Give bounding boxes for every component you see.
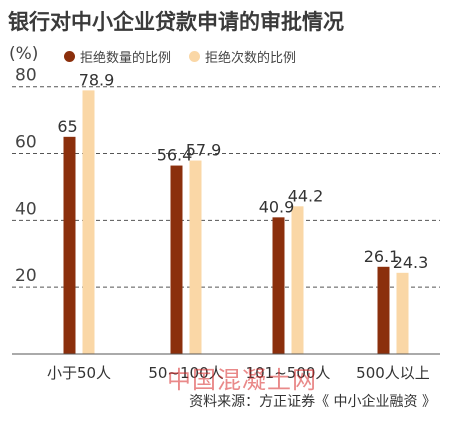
bar-series-2-4 — [396, 272, 409, 354]
data-label-series-2-3: 44.2 — [288, 186, 324, 205]
bar-series-1-2 — [170, 165, 183, 354]
data-labels: 65 78.9 56.457.9 40.944.2 26.124.3 — [57, 70, 428, 271]
bar-series-2-1 — [82, 90, 95, 355]
y-tick-label-20: 20 — [15, 266, 37, 286]
legend-label-series-2: 拒绝次数的比例 — [205, 51, 297, 66]
bar-series-1-1 — [63, 136, 76, 354]
legend-swatch-series-1 — [64, 51, 75, 62]
legend-item-series-1: 拒绝数量的比例 — [64, 47, 171, 66]
y-tick-label-40: 40 — [15, 199, 37, 219]
data-label-series-2-2: 57.9 — [186, 141, 222, 160]
x-tick-label-2: 50~100人 — [148, 364, 223, 382]
x-tick-label-1: 小于50人 — [47, 364, 111, 382]
legend-swatch-series-2 — [189, 51, 201, 62]
data-label-series-2-1: 78.9 — [79, 70, 115, 89]
source-note: 资料来源：方正证券《 中小企业融资 》 — [189, 394, 436, 410]
x-tick-label-3: 101~500人 — [246, 364, 331, 382]
bar-series-2-3 — [291, 206, 304, 354]
x-tick-label-4: 500人以上 — [356, 364, 430, 382]
watermark: 中国混凝土网 — [167, 366, 317, 394]
bar-series-2-2 — [189, 160, 202, 354]
legend: 拒绝数量的比例 拒绝次数的比例 — [64, 47, 314, 66]
bar-series-1-4 — [377, 266, 390, 354]
data-label-series-2-4: 24.3 — [393, 253, 429, 272]
y-tick-label-60: 60 — [15, 133, 37, 153]
data-label-series-1-3: 40.9 — [259, 197, 295, 216]
legend-item-series-2: 拒绝次数的比例 — [189, 47, 296, 66]
legend-label-series-1: 拒绝数量的比例 — [80, 51, 172, 66]
y-tick-label-80: 80 — [15, 66, 37, 86]
y-tick-labels: 20 40 60 80 — [15, 66, 37, 286]
data-label-series-1-2: 56.4 — [157, 146, 193, 165]
data-label-series-1-4: 26.1 — [364, 247, 400, 266]
bars — [63, 90, 409, 355]
data-label-series-1-1: 65 — [57, 117, 77, 136]
y-axis-unit-label: (%) — [9, 44, 39, 64]
chart-title: 银行对中小企业贷款申请的审批情况 — [8, 10, 344, 34]
bar-series-1-3 — [272, 217, 285, 354]
x-tick-labels: 小于50人 50~100人 101~500人 500人以上 — [47, 364, 430, 382]
